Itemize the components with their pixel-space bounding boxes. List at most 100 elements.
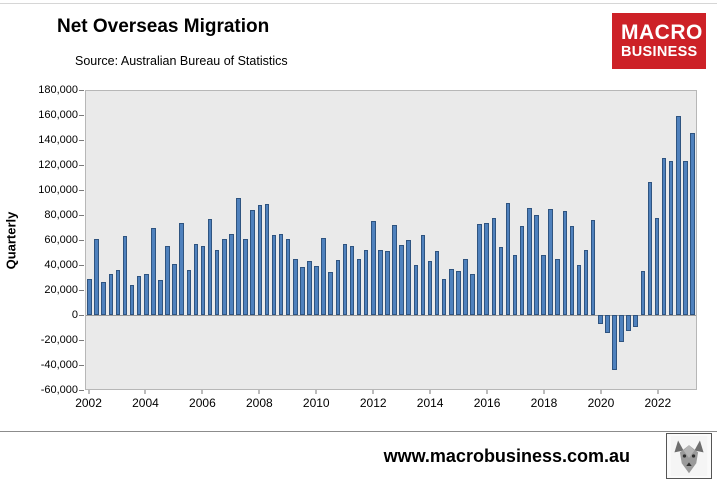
bar-2020Q3 — [612, 314, 617, 371]
bar-2004Q3 — [158, 279, 163, 315]
y-tick-label: 160,000 — [38, 109, 78, 121]
bar-2020Q1 — [597, 314, 603, 325]
bar-2021Q2 — [633, 314, 638, 327]
x-tick-label: 2012 — [359, 396, 387, 410]
bar-2004Q2 — [151, 227, 156, 315]
bar-2005Q1 — [172, 263, 177, 315]
bar-2015Q1 — [456, 271, 461, 315]
y-tick-label: 60,000 — [44, 234, 78, 246]
bar-2012Q3 — [385, 251, 390, 315]
bar-2009Q1 — [285, 238, 291, 315]
bar-2022Q3 — [668, 160, 674, 315]
y-tick-label: -20,000 — [40, 334, 78, 346]
y-tick-mark — [79, 265, 84, 266]
bar-2009Q2 — [292, 258, 298, 315]
bar-2019Q3 — [583, 249, 589, 315]
y-tick-label: 140,000 — [38, 134, 78, 146]
x-tick-mark — [486, 390, 488, 394]
y-tick-label: 120,000 — [38, 159, 78, 171]
bar-2012Q1 — [370, 221, 376, 315]
bar-2016Q1 — [484, 222, 490, 315]
chart-title: Net Overseas Migration — [57, 16, 270, 37]
bar-2010Q1 — [314, 266, 319, 315]
macrobusiness-logo-line2: BUSINESS — [621, 43, 698, 60]
footer-url[interactable]: www.macrobusiness.com.au — [383, 446, 630, 466]
x-tick-mark — [429, 390, 431, 394]
bar-2008Q2 — [264, 204, 270, 315]
bar-2003Q2 — [122, 236, 128, 315]
bar-2005Q3 — [186, 269, 192, 315]
bar-2003Q1 — [115, 269, 121, 315]
bar-2007Q1 — [229, 233, 234, 315]
y-tick-label: 80,000 — [44, 209, 78, 221]
x-tick-mark — [372, 390, 374, 394]
x-tick-label: 2018 — [530, 396, 558, 410]
bar-2014Q3 — [441, 278, 447, 315]
bar-2010Q4 — [335, 259, 341, 315]
bar-2018Q3 — [555, 258, 560, 315]
bar-2019Q4 — [590, 220, 596, 315]
bar-2008Q4 — [278, 233, 284, 315]
bar-2017Q2 — [519, 226, 525, 315]
x-tick-mark — [600, 390, 602, 394]
bar-2013Q1 — [399, 244, 404, 315]
bar-2022Q1 — [654, 217, 660, 315]
bar-2007Q3 — [243, 238, 248, 315]
bar-2005Q4 — [193, 243, 199, 315]
y-tick-label: 180,000 — [38, 84, 78, 96]
y-tick-mark — [79, 140, 84, 141]
x-tick-label: 2006 — [189, 396, 216, 410]
bar-2013Q3 — [413, 264, 419, 315]
bar-2003Q3 — [129, 284, 135, 315]
bar-2011Q2 — [349, 246, 355, 315]
bar-2018Q4 — [562, 211, 568, 315]
x-tick-mark — [657, 390, 659, 394]
bar-2015Q4 — [477, 223, 482, 315]
bar-2007Q4 — [250, 210, 255, 315]
bar-2021Q4 — [647, 181, 653, 315]
bar-2006Q2 — [207, 218, 213, 315]
bar-2017Q3 — [527, 207, 532, 315]
x-tick-mark — [201, 390, 203, 394]
y-tick-mark — [79, 365, 84, 366]
y-axis-tick-labels: 180,000 160,000 140,000 120,000 100,000 80,00… — [0, 84, 84, 396]
y-tick-mark — [79, 215, 84, 216]
bar-2003Q4 — [136, 276, 142, 315]
x-tick-mark — [144, 390, 146, 394]
bar-2018Q2 — [548, 208, 553, 315]
bar-2019Q2 — [576, 264, 582, 315]
y-tick-mark — [79, 340, 84, 341]
bar-2020Q2 — [605, 314, 610, 334]
bar-2015Q3 — [470, 273, 475, 315]
y-tick-mark — [79, 290, 84, 291]
bar-2013Q2 — [406, 240, 411, 315]
bar-2023Q1 — [683, 160, 688, 315]
y-tick-mark — [79, 90, 84, 91]
bar-2007Q2 — [236, 197, 241, 315]
bar-2006Q4 — [222, 238, 227, 315]
bar-2004Q4 — [165, 246, 170, 315]
bar-2020Q4 — [619, 314, 624, 342]
bar-2002Q1 — [87, 278, 92, 315]
bar-2006Q3 — [214, 249, 220, 315]
x-tick-label: 2022 — [644, 396, 672, 410]
bar-2016Q4 — [505, 202, 511, 315]
bar-2014Q4 — [449, 268, 454, 315]
plot-area — [85, 90, 697, 390]
bar-2002Q4 — [108, 273, 114, 315]
top-divider — [0, 3, 717, 4]
macrobusiness-logo: MACRO BUSINESS — [612, 13, 706, 69]
x-tick-label: 2008 — [245, 396, 273, 410]
x-tick-label: 2016 — [473, 396, 501, 410]
chart-subtitle: Source: Australian Bureau of Statistics — [75, 54, 288, 68]
bar-2009Q4 — [307, 261, 312, 315]
bar-2009Q3 — [300, 267, 305, 315]
y-tick-mark — [79, 165, 84, 166]
bar-2006Q1 — [200, 246, 206, 315]
bar-2010Q2 — [321, 237, 326, 315]
bar-2014Q2 — [434, 251, 440, 315]
y-tick-label: 0 — [71, 309, 78, 321]
x-tick-label: 2002 — [75, 396, 102, 410]
y-tick-label: -60,000 — [40, 384, 78, 396]
